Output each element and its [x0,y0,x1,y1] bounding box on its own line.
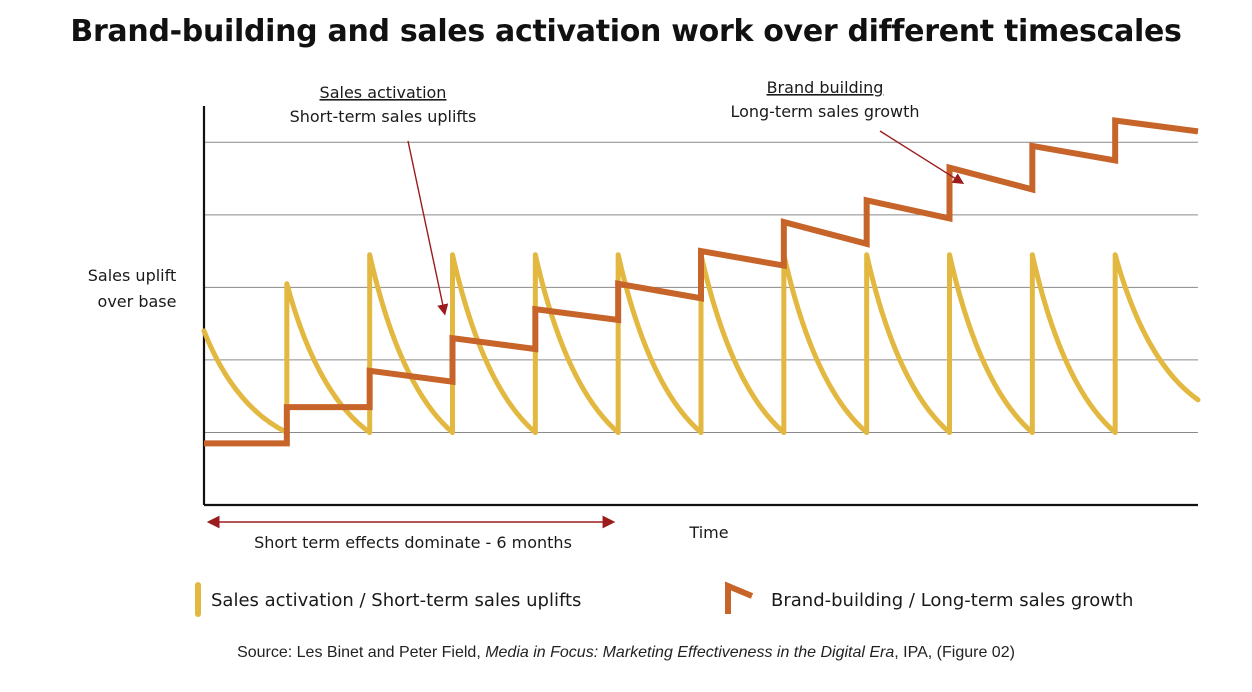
sales-activation-pulse [1029,252,1118,435]
annotation-sales-text: Short-term sales uplifts [290,107,477,126]
annotation-brand-heading: Brand building [767,78,884,97]
annotation-sales-heading: Sales activation [320,83,447,102]
annotation-brand-arrow [879,130,965,185]
legend-swatch-brand-building [725,581,754,614]
annotation-sales-arrow [407,140,449,316]
y-axis-label-line-1: Sales uplift [88,266,176,285]
sales-activation-pulse [201,328,290,435]
annotation-brand-text: Long-term sales growth [730,102,919,121]
sales-activation-pulse [1112,252,1201,435]
series-brand-building [204,117,1199,447]
legend-label-brand-building: Brand-building / Long-term sales growth [771,590,1133,611]
x-axis-label: Time [688,523,728,542]
sales-activation-pulse [532,252,621,435]
source-work: Media in Focus: Marketing Effectiveness … [485,644,895,661]
sales-activation-pulse [615,252,704,435]
series-sales-activation [201,252,1201,435]
sales-activation-pulse [450,252,538,435]
sales-activation-pulse [367,252,455,435]
sales-activation-pulse [947,252,1035,435]
axes [202,106,1198,507]
sales-activation-pulse [864,252,952,435]
sales-activation-pulse [781,252,870,435]
source-note: Source: Les Binet and Peter Field, Media… [0,644,1252,662]
legend-label-sales-activation: Sales activation / Short-term sales upli… [211,590,581,611]
chart-title: Brand-building and sales activation work… [70,14,1182,49]
legend: Sales activation / Short-term sales upli… [195,581,1133,617]
short-term-span-label: Short term effects dominate - 6 months [254,533,572,552]
source-prefix: Source: Les Binet and Peter Field, [237,644,486,661]
source-suffix: , IPA, (Figure 02) [894,644,1015,661]
sales-activation-pulse [284,281,373,435]
sales-activation-pulse [698,252,787,435]
y-axis-label-line-2: over base [98,292,177,311]
